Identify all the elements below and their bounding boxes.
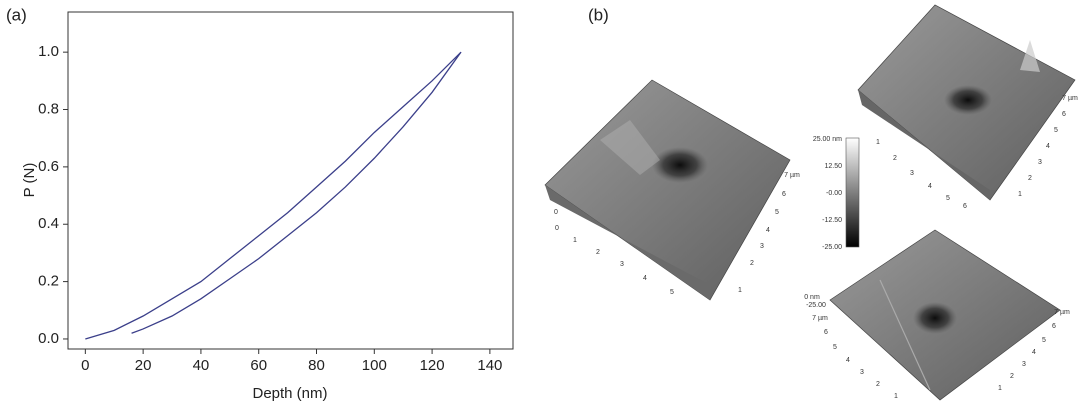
colorbar-label: -25.00 [822,244,842,251]
surface-axis-label: 3 [1038,159,1042,166]
surface-axis-label: 6 [1062,111,1066,118]
surface-axis-label: 5 [670,289,674,296]
surface-axis-label: 4 [846,357,850,364]
surface-axis-label: 6 [782,191,786,198]
surface-axis-label: 7 µm [812,315,828,322]
surface-axis-label: 7 µm [1062,95,1078,102]
surface-axis-label: 4 [766,227,770,234]
y-tick-label: 1.0 [38,43,59,60]
x-tick-label: 60 [250,357,267,374]
surface-axis-label: 5 [775,209,779,216]
y-tick-label: 0.8 [38,100,59,117]
surface-axis-label: 5 [1042,337,1046,344]
panel-label: (b) [588,5,609,24]
surface-axis-label: 3 [910,170,914,177]
surface-axis-label: 7 µm [1054,309,1070,316]
surface-axis-label: 5 [833,344,837,351]
x-tick-label: 80 [308,357,325,374]
x-tick-label: 140 [477,357,502,374]
surface-axis-label: 3 [1022,361,1026,368]
surface-axis-label: 4 [643,275,647,282]
data-line [131,51,462,334]
y-tick-label: 0.4 [38,215,59,232]
x-tick-label: 20 [135,357,152,374]
x-tick-label: 120 [420,357,445,374]
panel-label: (a) [6,5,27,24]
surface-axis-label: 5 [1054,127,1058,134]
surface-axis-label: 7 µm [784,172,800,179]
surface-axis-label: 0 nm [804,294,820,301]
surface-axis-label: 1 [573,237,577,244]
surface-axis-label: 6 [824,329,828,336]
afm-image [857,4,1076,201]
surface-axis-label: 2 [1028,175,1032,182]
afm-image [829,229,1061,401]
plot-frame [67,11,514,350]
afm-image [544,79,791,301]
surface-axis-label: 0 [554,209,558,216]
surface-axis-label: 2 [596,249,600,256]
y-axis-label: P (N) [21,163,38,198]
surface-axis-label: 3 [860,369,864,376]
colorbar-label: -12.50 [822,217,842,224]
surface-axis-label: 3 [620,261,624,268]
x-tick-label: 100 [362,357,387,374]
surface-axis-label: 2 [893,155,897,162]
surface-axis-label: 1 [1018,191,1022,198]
surface-axis-label: 1 [738,287,742,294]
surface-axis-label: 0 [555,225,559,232]
surface-axis-label: 4 [1046,143,1050,150]
surface-axis-label: 1 [894,393,898,400]
surface-axis-label: 3 [760,243,764,250]
surface-axis-label: 6 [1052,323,1056,330]
x-tick-label: 0 [81,357,89,374]
surface-axis-label: 6 [963,203,967,210]
colorbar-label: 25.00 nm [813,136,842,143]
y-tick-label: 0.6 [38,158,59,175]
y-tick-label: 0.0 [38,330,59,347]
y-tick-label: 0.2 [38,273,59,290]
surface-axis-label: 1 [876,139,880,146]
data-line [85,51,462,340]
surface-axis-label: 5 [946,195,950,202]
colorbar [845,137,860,248]
x-tick-label: 40 [193,357,210,374]
colorbar-label: 12.50 [824,163,842,170]
surface-axis-label: 1 [998,385,1002,392]
colorbar-label: -0.00 [826,190,842,197]
surface-axis-label: 4 [928,183,932,190]
surface-axis-label: 2 [750,260,754,267]
surface-axis-label: 4 [1032,349,1036,356]
x-axis-label: Depth (nm) [252,385,327,402]
surface-axis-label: 2 [1010,373,1014,380]
surface-axis-label: 2 [876,381,880,388]
surface-axis-label: -25.00 [806,302,826,309]
